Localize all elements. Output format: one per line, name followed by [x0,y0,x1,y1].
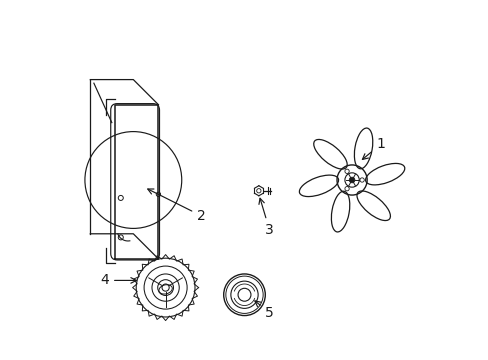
Text: 2: 2 [147,189,205,223]
Circle shape [348,177,354,183]
Text: 3: 3 [259,198,273,237]
Text: 4: 4 [100,273,136,287]
Text: 1: 1 [362,137,385,159]
Text: 5: 5 [254,301,273,320]
